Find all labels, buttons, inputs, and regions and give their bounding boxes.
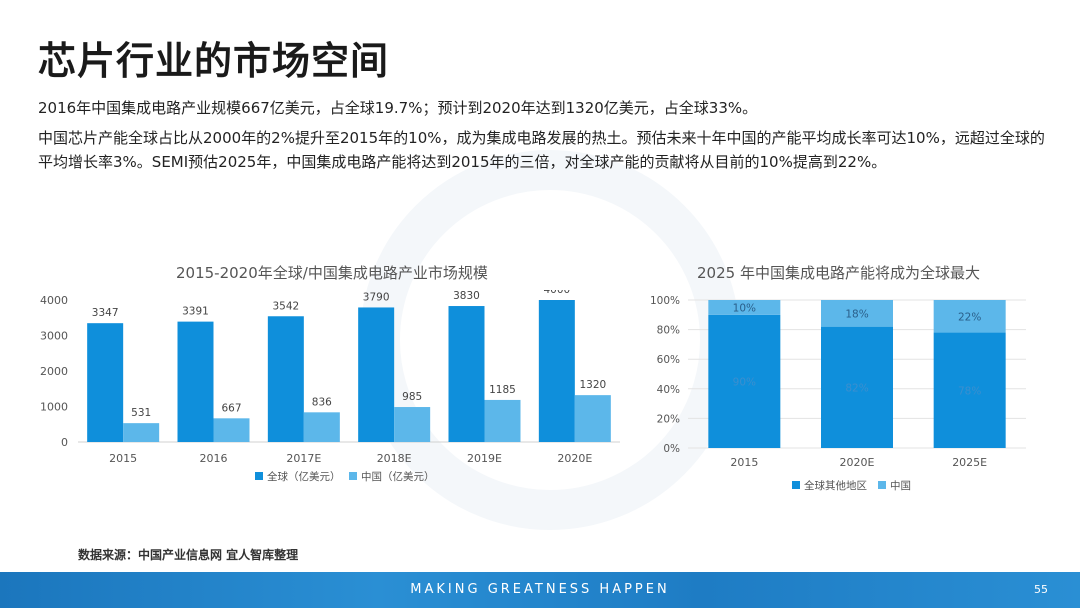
bar-china: [394, 407, 431, 442]
y-tick-label: 20%: [657, 413, 680, 425]
bar-rest-of-world: [821, 326, 893, 448]
y-tick-label: 80%: [657, 325, 680, 337]
data-label: 667: [221, 402, 241, 414]
x-tick-label: 2015: [730, 456, 758, 469]
y-tick-label: 2000: [40, 365, 68, 378]
data-label: 3347: [92, 307, 119, 319]
bar-global: [87, 323, 124, 442]
y-tick-label: 4000: [40, 294, 68, 307]
x-tick-label: 2017E: [286, 452, 321, 465]
bar-china: [303, 412, 340, 442]
bar-global: [448, 306, 485, 442]
segment-label: 22%: [958, 311, 981, 323]
page-number: 55: [1034, 583, 1048, 596]
bar-global: [267, 316, 304, 442]
x-tick-label: 2025E: [952, 456, 987, 469]
x-tick-label: 2019E: [467, 452, 502, 465]
data-label: 531: [131, 407, 151, 419]
legend-swatch: [255, 472, 263, 480]
footer-bar: MAKING GREATNESS HAPPEN 55: [0, 572, 1080, 608]
page-title: 芯片行业的市场空间: [38, 39, 390, 83]
data-label: 3830: [453, 290, 480, 302]
chart1-title: 2015-2020年全球/中国集成电路产业市场规模: [176, 264, 488, 282]
chart2-title: 2025 年中国集成电路产能将成为全球最大: [697, 264, 980, 282]
data-label: 1320: [579, 379, 606, 391]
y-tick-label: 100%: [650, 295, 680, 307]
data-label: 836: [312, 396, 332, 408]
x-tick-label: 2018E: [377, 452, 412, 465]
bar-china: [123, 423, 160, 442]
segment-label: 82%: [845, 382, 868, 394]
data-label: 3542: [272, 300, 299, 312]
y-tick-label: 0%: [663, 443, 680, 455]
bar-rest-of-world: [933, 332, 1006, 448]
data-label: 4000: [543, 290, 570, 296]
legend-label: 中国: [890, 479, 911, 492]
bar-global: [358, 307, 395, 442]
data-label: 3391: [182, 306, 209, 318]
paragraph-2: 中国芯片产能全球占比从2000年的2%提升至2015年的10%，成为集成电路发展…: [38, 129, 1045, 171]
market-size-bar-chart: 0 1000 2000 3000 4000 3347 531 2015 3391 667 2016 3…: [40, 290, 620, 483]
x-tick-label: 2020E: [557, 452, 592, 465]
x-tick-label: 2015: [109, 452, 137, 465]
bar-china: [484, 399, 521, 442]
segment-label: 10%: [733, 302, 756, 314]
legend-label: 全球（亿美元）: [267, 470, 341, 483]
bar-global: [538, 300, 575, 442]
segment-label: 78%: [958, 385, 981, 397]
data-label: 3790: [363, 291, 390, 303]
legend-swatch: [349, 472, 357, 480]
legend-label: 全球其他地区: [804, 479, 867, 492]
y-tick-label: 3000: [40, 330, 68, 343]
bar-china: [574, 395, 611, 442]
y-tick-label: 0: [61, 436, 68, 449]
bar-global: [177, 321, 214, 442]
data-source-note: 数据来源：中国产业信息网 宜人智库整理: [78, 548, 299, 562]
x-tick-label: 2016: [200, 452, 228, 465]
data-label: 1185: [489, 384, 516, 396]
paragraph-1: 2016年中国集成电路产业规模667亿美元，占全球19.7%；预计到2020年达…: [38, 99, 758, 117]
y-tick-label: 60%: [657, 354, 680, 366]
data-label: 985: [402, 391, 422, 403]
x-tick-label: 2020E: [840, 456, 875, 469]
segment-label: 90%: [733, 376, 756, 388]
legend-label: 中国（亿美元）: [361, 470, 435, 483]
capacity-share-stacked-chart: 0% 20% 40% 60% 80% 100% 90% 10% 2015 82% 18% 2020E 7…: [650, 295, 1026, 492]
segment-label: 18%: [845, 308, 868, 320]
bar-china: [213, 418, 250, 442]
bar-china: [821, 300, 893, 327]
bar-china: [933, 300, 1006, 333]
bar-china: [708, 300, 781, 315]
y-tick-label: 1000: [40, 401, 68, 414]
legend-swatch: [878, 481, 886, 489]
footer-slogan: MAKING GREATNESS HAPPEN: [410, 582, 670, 597]
bar-rest-of-world: [708, 314, 781, 448]
y-tick-label: 40%: [657, 384, 680, 396]
legend-swatch: [792, 481, 800, 489]
